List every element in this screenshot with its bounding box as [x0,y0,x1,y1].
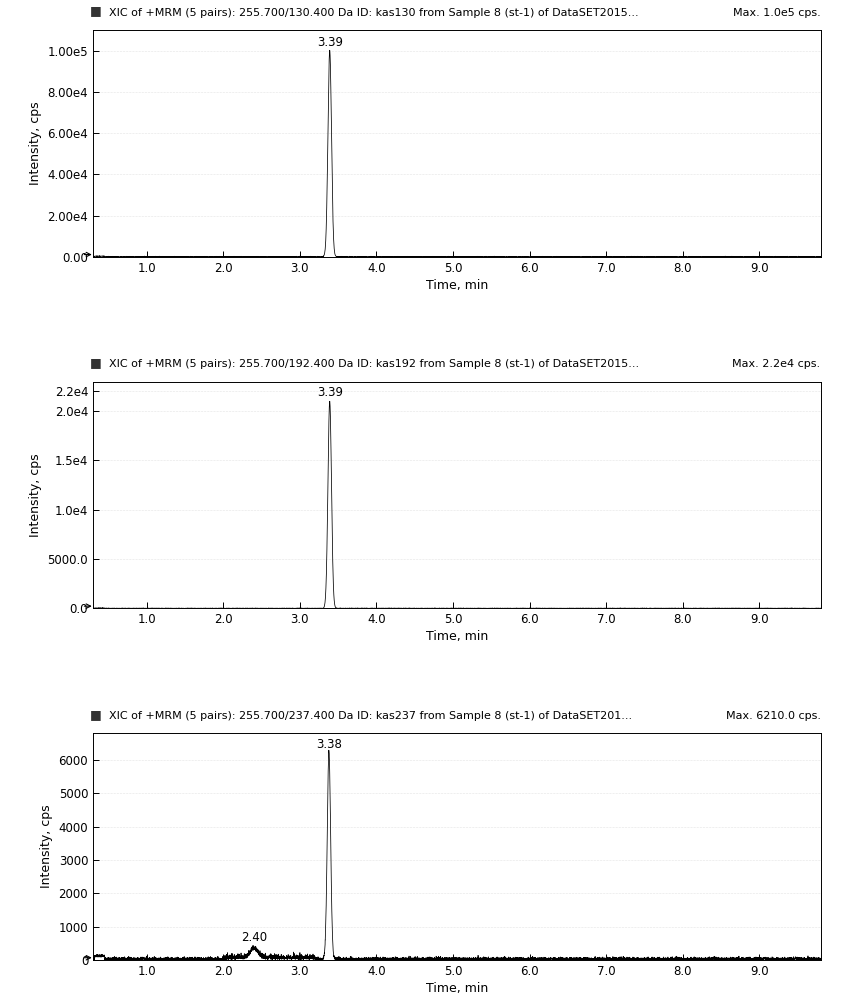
Text: Max. 2.2e4 cps.: Max. 2.2e4 cps. [733,359,821,369]
Y-axis label: Intensity, cps: Intensity, cps [40,805,53,888]
Text: ■: ■ [90,708,102,721]
Text: 3.38: 3.38 [316,738,342,751]
Text: 2.40: 2.40 [241,931,267,944]
X-axis label: Time, min: Time, min [426,982,488,995]
Text: Max. 1.0e5 cps.: Max. 1.0e5 cps. [733,8,821,18]
Text: Max. 6210.0 cps.: Max. 6210.0 cps. [726,711,821,721]
Text: XIC of +MRM (5 pairs): 255.700/192.400 Da ID: kas192 from Sample 8 (st-1) of Dat: XIC of +MRM (5 pairs): 255.700/192.400 D… [109,359,640,369]
X-axis label: Time, min: Time, min [426,630,488,643]
Y-axis label: Intensity, cps: Intensity, cps [29,453,42,537]
Text: ■: ■ [90,356,102,369]
Text: 3.39: 3.39 [316,36,343,49]
Text: ■: ■ [90,5,102,18]
Text: 3.39: 3.39 [316,386,343,399]
Text: XIC of +MRM (5 pairs): 255.700/237.400 Da ID: kas237 from Sample 8 (st-1) of Dat: XIC of +MRM (5 pairs): 255.700/237.400 D… [109,711,632,721]
Text: XIC of +MRM (5 pairs): 255.700/130.400 Da ID: kas130 from Sample 8 (st-1) of Dat: XIC of +MRM (5 pairs): 255.700/130.400 D… [109,8,639,18]
Y-axis label: Intensity, cps: Intensity, cps [29,102,42,185]
X-axis label: Time, min: Time, min [426,279,488,292]
